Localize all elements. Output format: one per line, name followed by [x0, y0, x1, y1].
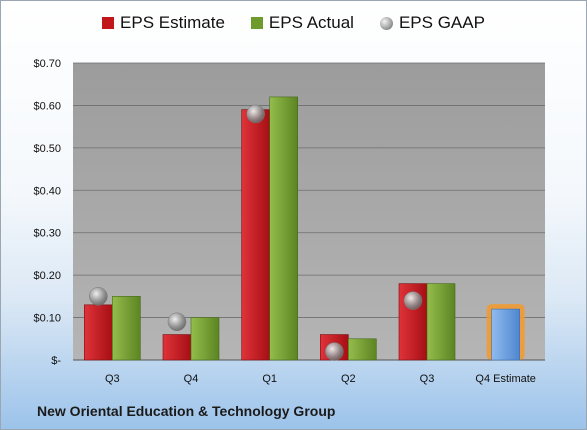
bar-eps-actual	[112, 296, 141, 361]
bar-q4-estimate	[491, 308, 520, 361]
marker-eps-gaap	[403, 291, 423, 310]
legend-label-eps-estimate: EPS Estimate	[120, 13, 225, 32]
legend-item-eps-gaap: EPS GAAP	[379, 13, 485, 33]
bar-eps-actual	[426, 283, 456, 361]
legend-label-eps-actual: EPS Actual	[268, 13, 354, 32]
marker-eps-gaap	[89, 287, 108, 306]
chart-plot-svg: $- $0.10 $0.20 $0.30 $0.40 $0.50 $0.60 $0.70 Q3 Q…	[33, 58, 545, 385]
x-tick-label: Q4	[184, 373, 199, 385]
legend: EPS Estimate EPS Actual EPS GAAP	[1, 13, 586, 33]
bar-eps-estimate	[241, 109, 270, 361]
x-tick-label: Q4 Estimate	[475, 373, 536, 385]
y-tick-label: $0.30	[33, 228, 61, 240]
y-tick-label: $0.60	[33, 100, 61, 112]
x-tick-label: Q3	[105, 373, 120, 385]
bar-eps-actual	[190, 317, 220, 361]
x-tick-label: Q2	[341, 373, 356, 385]
y-tick-label: $0.70	[33, 58, 61, 70]
x-tick-label: Q1	[262, 373, 277, 385]
legend-item-eps-estimate: EPS Estimate	[102, 13, 225, 33]
marker-eps-gaap	[167, 312, 187, 332]
legend-label-eps-gaap: EPS GAAP	[398, 13, 485, 32]
marker-eps-gaap	[246, 104, 265, 124]
chart-footer-title: New Oriental Education & Technology Grou…	[37, 403, 336, 419]
y-tick-label: $0.10	[33, 313, 61, 325]
legend-marker-eps-gaap	[379, 16, 393, 30]
bar-eps-estimate	[84, 304, 113, 361]
plot-area	[73, 63, 545, 360]
y-tick-label: $0.40	[33, 185, 61, 197]
y-tick-label: $0.20	[33, 270, 61, 282]
bar-eps-actual	[269, 96, 298, 361]
legend-item-eps-actual: EPS Actual	[250, 13, 354, 33]
y-tick-label: $0.50	[33, 143, 61, 155]
x-tick-label: Q3	[420, 373, 435, 385]
legend-swatch-eps-estimate	[102, 17, 115, 29]
marker-eps-gaap	[325, 342, 344, 361]
bar-eps-actual	[348, 338, 377, 361]
legend-swatch-eps-actual	[250, 17, 263, 29]
y-tick-label: $-	[51, 355, 61, 367]
bar-eps-estimate	[162, 334, 192, 361]
